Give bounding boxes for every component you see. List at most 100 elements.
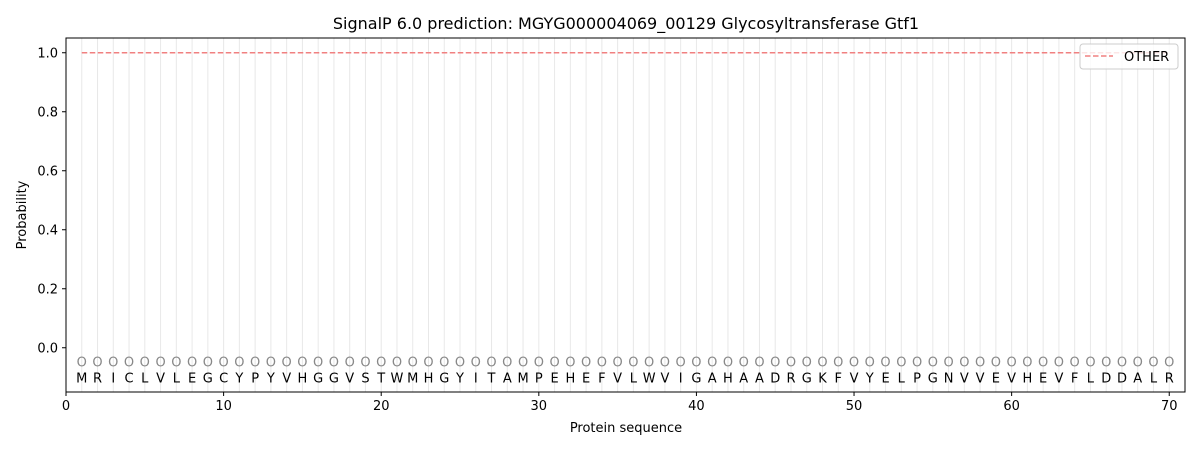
residue-label-mark: O — [644, 356, 654, 371]
residue-letter: L — [630, 372, 638, 387]
residue-label-mark: O — [518, 356, 528, 371]
residue-letter: A — [503, 372, 512, 387]
residue-letter: G — [313, 372, 323, 387]
residue-letter: Y — [455, 372, 464, 387]
residue-letter: G — [691, 372, 701, 387]
residue-label-mark: O — [439, 356, 449, 371]
residue-letter: S — [361, 372, 369, 387]
residue-label-mark: O — [581, 356, 591, 371]
residue-label-mark: O — [313, 356, 323, 371]
x-tick-label: 70 — [1161, 399, 1178, 414]
y-tick-label: 0.2 — [37, 282, 58, 297]
residue-label-mark: O — [266, 356, 276, 371]
residue-label-mark: O — [1085, 356, 1095, 371]
residue-label-mark: O — [1164, 356, 1174, 371]
residue-letter: E — [188, 372, 196, 387]
residue-letter: L — [898, 372, 906, 387]
residue-letter: V — [282, 372, 291, 387]
residue-letter: C — [219, 372, 228, 387]
residue-letter: I — [474, 372, 478, 387]
residue-letter: V — [660, 372, 669, 387]
residue-label-mark: O — [1007, 356, 1017, 371]
residue-letter: D — [1101, 372, 1111, 387]
residue-letter: H — [298, 372, 308, 387]
residue-letter: L — [1087, 372, 1095, 387]
residue-label-mark: O — [408, 356, 418, 371]
residue-letter: M — [517, 372, 528, 387]
residue-label-mark: O — [660, 356, 670, 371]
residue-letter: A — [708, 372, 717, 387]
residue-letter: R — [1165, 372, 1174, 387]
residue-letter: P — [913, 372, 921, 387]
residue-label-mark: O — [991, 356, 1001, 371]
residue-label-mark: O — [739, 356, 749, 371]
y-tick-label: 1.0 — [37, 46, 58, 61]
residue-letter: V — [960, 372, 969, 387]
residue-letter: M — [407, 372, 418, 387]
x-axis-label: Protein sequence — [570, 421, 682, 436]
residue-label-mark: O — [549, 356, 559, 371]
residue-label-mark: O — [108, 356, 118, 371]
x-tick-label: 20 — [373, 399, 390, 414]
residue-label-mark: O — [423, 356, 433, 371]
residue-letter: F — [598, 372, 605, 387]
residue-letter: E — [881, 372, 889, 387]
residue-letter: W — [643, 372, 656, 387]
residue-label-mark: O — [297, 356, 307, 371]
residue-letter: E — [992, 372, 1000, 387]
residue-letter: P — [251, 372, 259, 387]
residue-letter: G — [928, 372, 938, 387]
residue-label-mark: O — [187, 356, 197, 371]
residue-label-mark: O — [707, 356, 717, 371]
residue-letter: A — [755, 372, 764, 387]
residue-label-mark: O — [975, 356, 985, 371]
residue-label-mark: O — [171, 356, 181, 371]
residue-letter: H — [424, 372, 434, 387]
residue-letter: I — [111, 372, 115, 387]
x-tick-label: 50 — [846, 399, 863, 414]
residue-label-mark: O — [912, 356, 922, 371]
y-tick-label: 0.0 — [37, 341, 58, 356]
residue-letter: N — [944, 372, 954, 387]
legend-label-other: OTHER — [1124, 50, 1169, 65]
residue-label-mark: O — [943, 356, 953, 371]
plot-frame — [65, 37, 1186, 393]
residue-label-mark: O — [155, 356, 165, 371]
residue-letter: Y — [266, 372, 275, 387]
residue-label-mark: O — [723, 356, 733, 371]
residue-letter: G — [203, 372, 213, 387]
residue-label-mark: O — [849, 356, 859, 371]
residue-label-mark: O — [1148, 356, 1158, 371]
residue-letter: E — [582, 372, 590, 387]
residue-label-mark: O — [959, 356, 969, 371]
residue-letter: G — [802, 372, 812, 387]
residue-letter: C — [125, 372, 134, 387]
residue-label-mark: O — [92, 356, 102, 371]
residue-label-mark: O — [1054, 356, 1064, 371]
residue-label-mark: O — [486, 356, 496, 371]
residue-label-mark: O — [250, 356, 260, 371]
y-tick-label: 0.4 — [37, 223, 58, 238]
residue-label-mark: O — [786, 356, 796, 371]
residue-label-mark: O — [817, 356, 827, 371]
residue-letter: Y — [865, 372, 874, 387]
residue-letter: D — [770, 372, 780, 387]
y-tick-label: 0.6 — [37, 164, 58, 179]
residue-label-mark: O — [234, 356, 244, 371]
x-tick-label: 60 — [1003, 399, 1020, 414]
residue-label-mark: O — [376, 356, 386, 371]
residue-label-mark: O — [613, 356, 623, 371]
residue-letter: A — [1133, 372, 1142, 387]
residue-letter: G — [439, 372, 449, 387]
residue-label-mark: O — [124, 356, 134, 371]
residue-label-mark: O — [896, 356, 906, 371]
residue-label-mark: O — [802, 356, 812, 371]
residue-letter: L — [1150, 372, 1158, 387]
residue-letter: H — [1023, 372, 1033, 387]
residue-label-mark: O — [282, 356, 292, 371]
residue-letter: H — [723, 372, 733, 387]
residue-letter: E — [550, 372, 558, 387]
residue-letter: V — [1007, 372, 1016, 387]
residue-letter: V — [976, 372, 985, 387]
residue-letter: T — [376, 372, 385, 387]
